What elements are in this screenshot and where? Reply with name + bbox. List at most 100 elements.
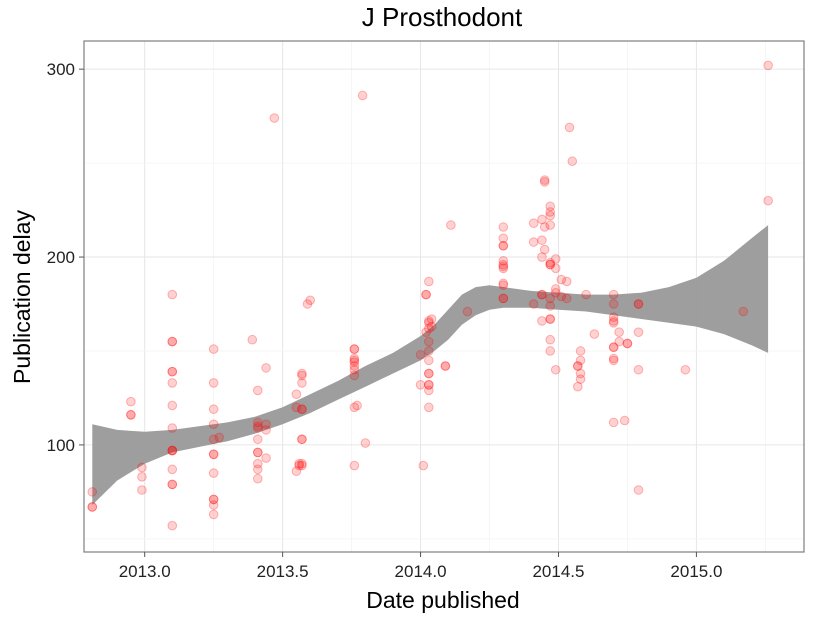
data-point bbox=[208, 494, 219, 505]
data-point bbox=[545, 220, 556, 230]
data-points bbox=[87, 60, 773, 531]
data-point bbox=[424, 385, 434, 396]
data-point bbox=[349, 402, 360, 413]
data-point bbox=[167, 445, 178, 456]
data-point bbox=[462, 306, 473, 317]
data-point bbox=[421, 289, 431, 300]
data-point bbox=[545, 314, 556, 324]
data-point bbox=[572, 381, 583, 392]
data-point bbox=[252, 447, 263, 458]
data-point bbox=[622, 338, 633, 349]
data-point bbox=[550, 284, 561, 294]
data-point bbox=[498, 293, 509, 304]
data-point bbox=[545, 257, 556, 268]
data-point bbox=[545, 314, 556, 324]
data-point bbox=[167, 464, 178, 475]
data-point bbox=[539, 175, 550, 185]
data-point bbox=[261, 419, 271, 430]
data-point bbox=[297, 368, 307, 379]
data-point bbox=[297, 404, 307, 415]
data-point bbox=[208, 404, 219, 415]
data-point bbox=[581, 289, 591, 300]
data-point bbox=[252, 447, 263, 458]
smooth-confidence-band bbox=[92, 225, 769, 505]
data-point bbox=[575, 368, 586, 379]
data-point bbox=[608, 299, 619, 309]
data-point bbox=[208, 500, 219, 510]
data-point bbox=[567, 156, 578, 167]
data-point bbox=[167, 423, 178, 433]
data-point bbox=[550, 254, 561, 264]
x-tick-label: 2015.0 bbox=[670, 562, 722, 581]
data-point bbox=[421, 289, 431, 300]
data-point bbox=[208, 509, 219, 520]
data-point bbox=[349, 353, 360, 364]
data-point bbox=[537, 214, 547, 225]
data-point bbox=[252, 421, 263, 431]
data-point bbox=[545, 259, 556, 270]
data-point bbox=[167, 520, 178, 531]
data-point bbox=[208, 344, 219, 354]
data-point bbox=[269, 113, 280, 123]
data-point bbox=[208, 449, 219, 460]
data-point bbox=[498, 256, 509, 266]
data-point bbox=[528, 237, 539, 247]
data-point bbox=[633, 327, 644, 337]
data-point bbox=[426, 321, 437, 332]
data-point bbox=[498, 233, 509, 244]
data-point bbox=[208, 378, 219, 388]
data-point bbox=[415, 349, 426, 360]
data-point bbox=[608, 417, 619, 428]
x-tick-label: 2013.5 bbox=[257, 562, 309, 581]
data-point bbox=[537, 252, 547, 262]
data-point bbox=[294, 460, 304, 471]
data-point bbox=[87, 487, 98, 497]
data-point bbox=[261, 425, 271, 435]
data-point bbox=[297, 434, 307, 445]
data-point bbox=[608, 355, 619, 366]
data-point bbox=[167, 378, 178, 388]
data-point bbox=[87, 502, 98, 512]
data-point bbox=[498, 261, 509, 272]
data-point bbox=[424, 346, 434, 356]
data-point bbox=[608, 353, 619, 364]
data-point bbox=[357, 90, 368, 101]
data-point bbox=[291, 466, 302, 477]
y-axis-label: Publication delay bbox=[9, 210, 35, 384]
data-point bbox=[349, 344, 360, 354]
data-point bbox=[261, 363, 271, 373]
data-point bbox=[498, 240, 509, 251]
data-point bbox=[550, 364, 561, 375]
data-point bbox=[352, 400, 362, 411]
data-point bbox=[537, 316, 547, 326]
data-point bbox=[575, 355, 586, 366]
data-point bbox=[167, 336, 178, 347]
data-point bbox=[537, 289, 547, 300]
data-point bbox=[167, 336, 178, 347]
data-point bbox=[349, 460, 360, 471]
data-point bbox=[167, 445, 178, 456]
data-point bbox=[424, 318, 434, 328]
data-point bbox=[87, 502, 98, 512]
data-point bbox=[619, 415, 630, 426]
data-point bbox=[537, 235, 547, 245]
data-point bbox=[614, 336, 624, 347]
data-point bbox=[575, 374, 586, 384]
data-point bbox=[424, 379, 434, 390]
data-point bbox=[126, 410, 136, 420]
data-point bbox=[208, 434, 219, 445]
data-point bbox=[208, 494, 219, 505]
data-point bbox=[545, 293, 556, 304]
data-point bbox=[126, 410, 136, 420]
data-point bbox=[440, 361, 451, 371]
data-point bbox=[498, 259, 509, 270]
data-point bbox=[137, 485, 147, 495]
data-point bbox=[440, 361, 451, 371]
data-point bbox=[572, 361, 583, 371]
data-point bbox=[297, 378, 307, 388]
data-point bbox=[608, 342, 619, 353]
data-point bbox=[545, 334, 556, 345]
data-point bbox=[426, 314, 437, 324]
data-point bbox=[167, 366, 178, 377]
